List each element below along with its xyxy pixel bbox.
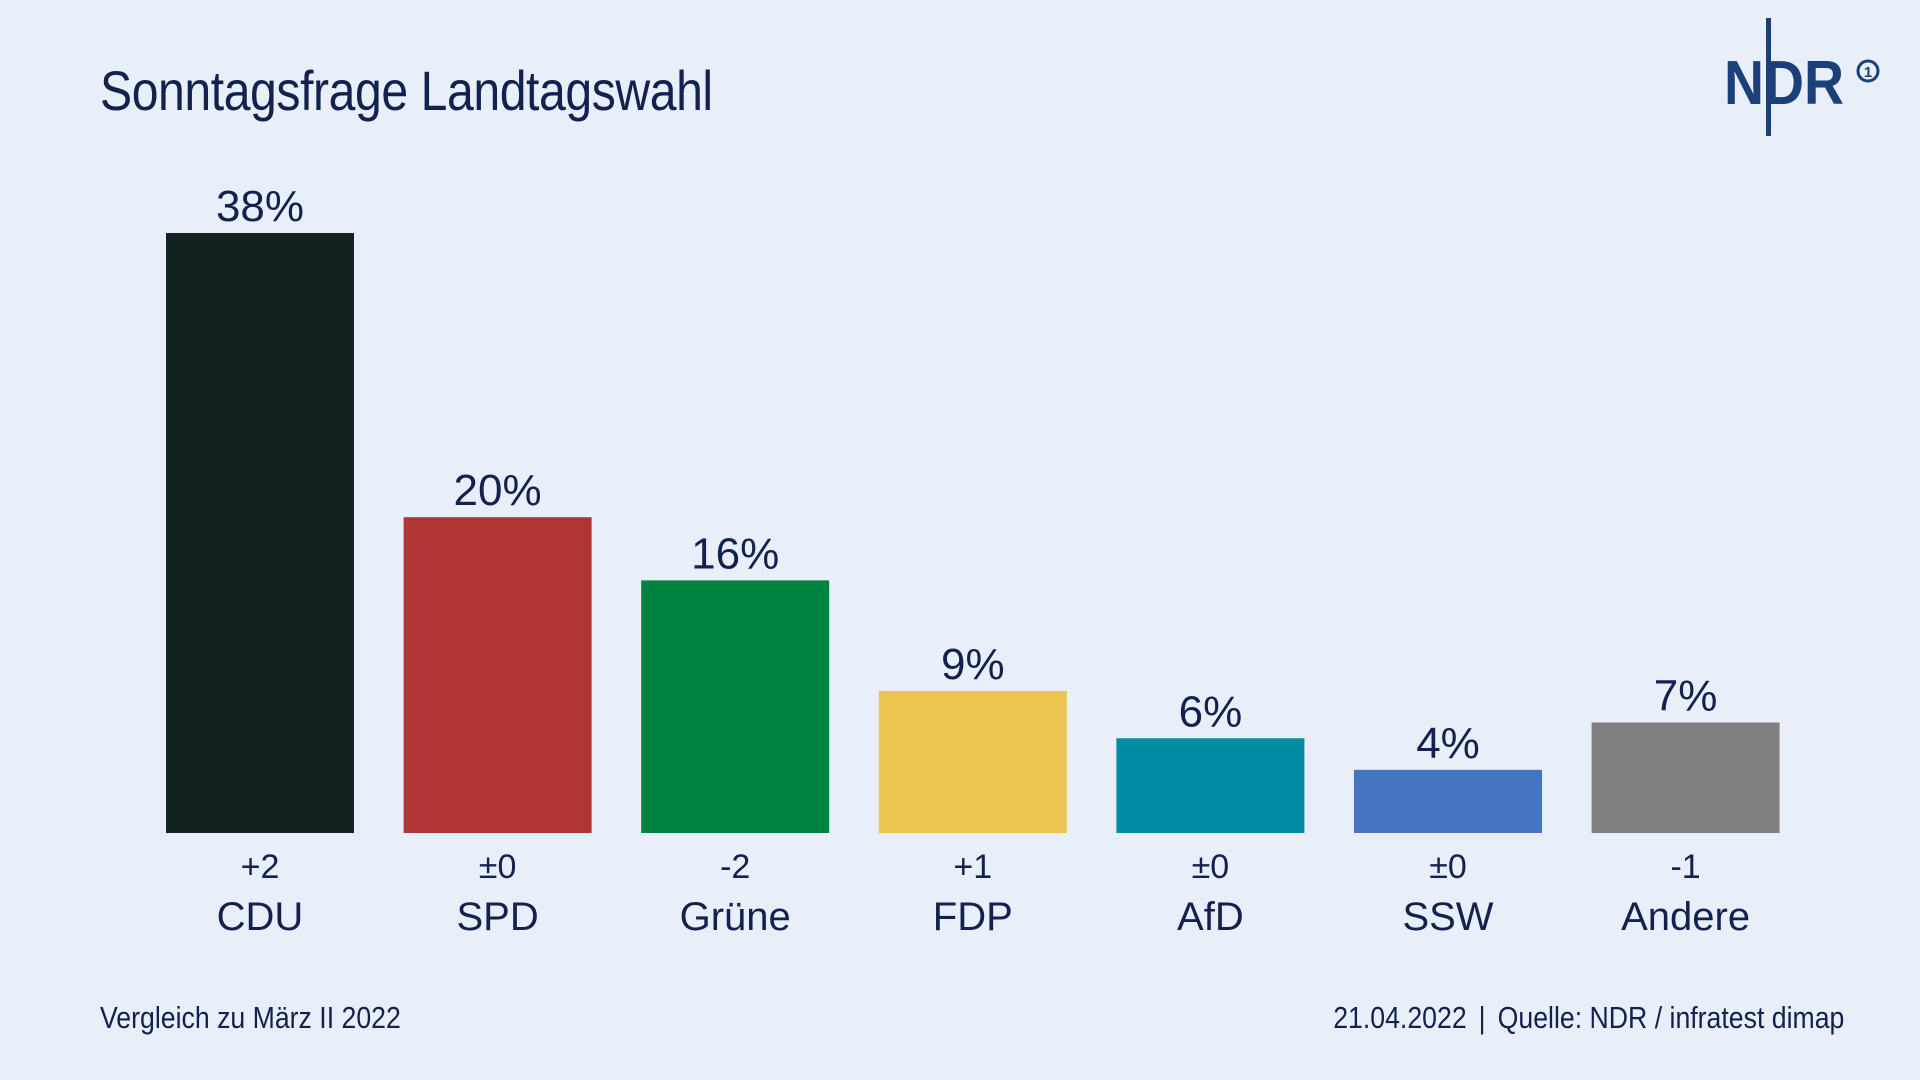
change-label-cdu: +2 — [241, 848, 280, 886]
change-label-spd: ±0 — [479, 848, 517, 886]
page-title: Sonntagsfrage Landtagswahl — [100, 59, 713, 122]
value-label-spd: 20% — [454, 466, 542, 515]
category-label-grüne: Grüne — [680, 895, 791, 939]
ard-one-icon — [1856, 59, 1880, 83]
ndr-logo-text: NDR — [1724, 49, 1844, 118]
category-label-afd: AfD — [1177, 895, 1244, 939]
source-label: Quelle: NDR / infratest dimap — [1497, 1000, 1844, 1035]
value-label-afd: 6% — [1179, 687, 1243, 736]
change-label-andere: -1 — [1670, 848, 1700, 886]
value-label-andere: 7% — [1654, 671, 1718, 720]
source-line: 21.04.2022 | Quelle: NDR / infratest dimap — [1333, 1000, 1844, 1036]
ard-one-badge: 1 — [1864, 64, 1872, 81]
bar-spd — [403, 517, 592, 833]
bar-afd — [1116, 738, 1305, 833]
date-label: 21.04.2022 — [1332, 1000, 1467, 1035]
value-label-fdp: 9% — [941, 640, 1005, 689]
change-label-grüne: -2 — [720, 848, 750, 886]
category-label-fdp: FDP — [933, 895, 1013, 939]
change-label-fdp: +1 — [953, 848, 992, 886]
bar-grüne — [641, 580, 830, 833]
value-label-ssw: 4% — [1416, 719, 1480, 768]
category-label-cdu: CDU — [217, 895, 304, 939]
change-label-afd: ±0 — [1192, 848, 1230, 886]
separator: | — [1478, 1000, 1486, 1035]
value-label-cdu: 38% — [216, 182, 304, 231]
bar-andere — [1591, 722, 1780, 833]
bar-cdu — [166, 233, 354, 833]
category-label-ssw: SSW — [1402, 895, 1493, 939]
bar-ssw — [1354, 769, 1542, 833]
comparison-note: Vergleich zu März II 2022 — [100, 1000, 401, 1035]
change-label-ssw: ±0 — [1429, 848, 1467, 886]
category-label-spd: SPD — [456, 895, 538, 939]
value-label-grüne: 16% — [691, 529, 779, 578]
ndr-logo: NDR 1 — [1724, 18, 1880, 136]
category-label-andere: Andere — [1621, 895, 1750, 939]
bar-fdp — [878, 690, 1067, 833]
